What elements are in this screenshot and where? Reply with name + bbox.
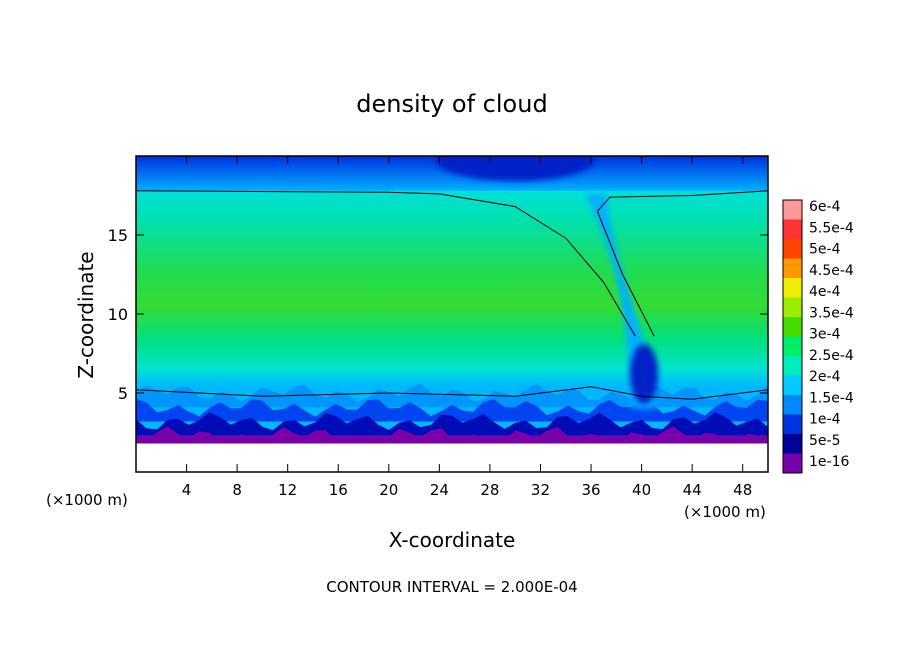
colorbar-swatch [783, 317, 802, 337]
colorbar-swatch [783, 200, 802, 220]
chart-title: density of cloud [356, 90, 547, 118]
layer-5e-5 [136, 412, 768, 436]
contour-line-1 [136, 386, 768, 400]
colorbar-frame [782, 199, 803, 474]
x-unit-left: (×1000 m) [46, 491, 128, 509]
colorbar-swatch [783, 297, 802, 318]
y-tick-label: 5 [118, 384, 128, 403]
contour-interval-note: CONTOUR INTERVAL = 2.000E-04 [326, 578, 577, 596]
x-axis-ticks: 4 8 12 16 20 24 28 32 36 40 44 48 [182, 156, 752, 499]
colorbar-label: 3e-4 [809, 327, 841, 343]
colorbar-label: 1e-16 [809, 454, 849, 470]
colorbar-swatch [783, 414, 802, 435]
plot-area [136, 156, 768, 472]
colorbar-swatch [783, 258, 802, 279]
colorbar-swatch [783, 278, 802, 298]
colorbar: 6e-4 5.5e-4 5e-4 4.5e-4 4e-4 3.5e-4 3e-4 2.5e-4… [782, 199, 854, 474]
colorbar-swatch [783, 434, 802, 454]
x-tick-label: 24 [430, 481, 449, 499]
x-tick-label: 20 [379, 481, 398, 499]
colorbar-label: 1.5e-4 [809, 390, 854, 406]
x-tick-label: 32 [531, 481, 550, 499]
colorbar-swatch [783, 239, 802, 259]
colorbar-label: 5.5e-4 [809, 220, 854, 236]
colorbar-label: 5e-4 [809, 242, 841, 258]
x-tick-label: 44 [683, 481, 702, 499]
clear-air-region [136, 443, 768, 472]
x-tick-label: 12 [278, 481, 297, 499]
colorbar-swatch [783, 395, 802, 415]
colorbar-label: 6e-4 [809, 199, 841, 215]
colorbar-swatch [783, 219, 802, 240]
colorbar-label: 4e-4 [809, 284, 841, 300]
y-tick-label: 15 [108, 226, 128, 245]
contour-line-2 [136, 190, 636, 337]
x-tick-label: 40 [632, 481, 651, 499]
colorbar-label: 3.5e-4 [809, 305, 854, 321]
colorbar-label: 5e-5 [809, 433, 840, 449]
x-tick-label: 28 [480, 481, 499, 499]
x-tick-label: 8 [232, 481, 242, 499]
x-axis-label: X-coordinate [389, 528, 516, 552]
y-axis-label: Z-coordinate [74, 251, 98, 378]
x-tick-label: 36 [581, 481, 600, 499]
colorbar-swatch [783, 356, 802, 376]
x-unit-right: (×1000 m) [684, 503, 766, 521]
layer-1e-16-strip [136, 435, 768, 444]
colorbar-label: 4.5e-4 [809, 263, 854, 279]
y-axis-ticks: 5 10 15 [108, 226, 768, 403]
colorbar-label: 1e-4 [809, 412, 841, 428]
colorbar-swatch [783, 375, 802, 396]
x-tick-label: 4 [182, 481, 192, 499]
colorbar-label: 2.5e-4 [809, 348, 854, 364]
colorbar-swatch [783, 336, 802, 357]
contour-line-3 [596, 190, 768, 337]
layer-1e-4 [136, 399, 768, 422]
colorbar-swatch [783, 453, 802, 474]
colorbar-label: 2e-4 [809, 369, 841, 385]
x-tick-label: 48 [733, 481, 752, 499]
top-plume-core [435, 156, 596, 182]
x-tick-label: 16 [329, 481, 348, 499]
downdraft-core [630, 344, 659, 405]
y-tick-label: 10 [108, 305, 128, 324]
